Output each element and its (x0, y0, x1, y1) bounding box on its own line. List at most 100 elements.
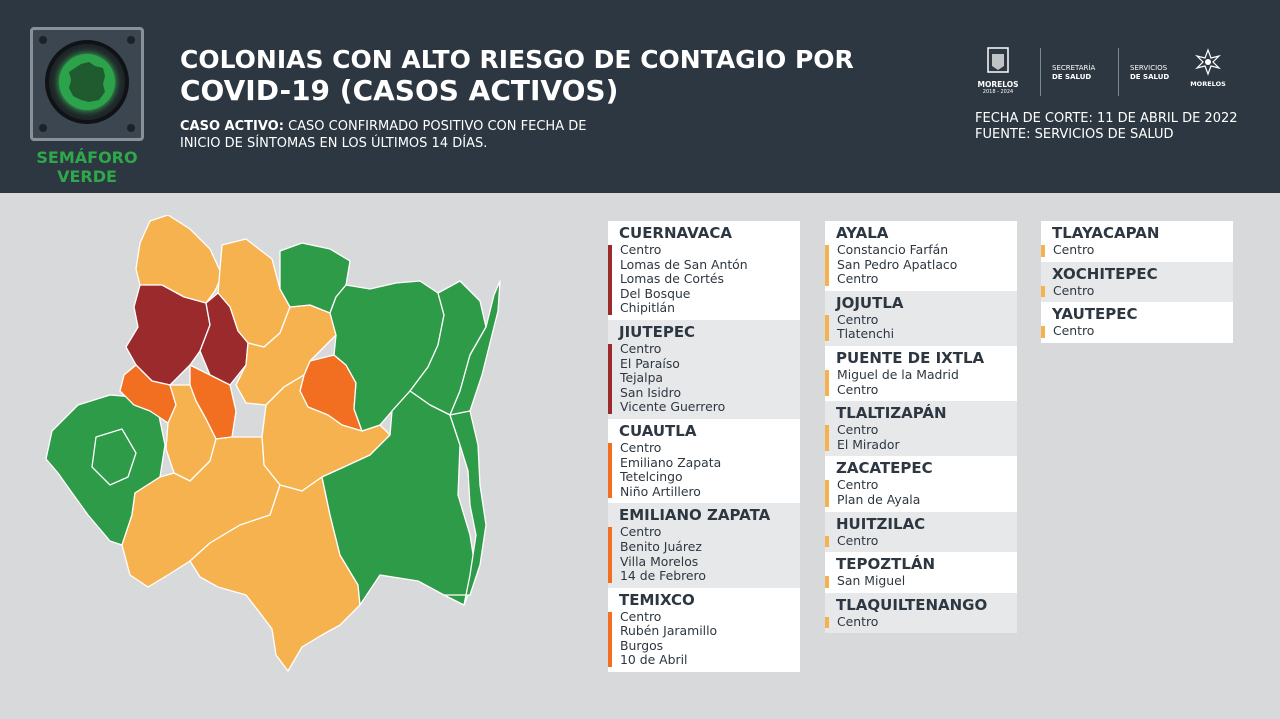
map-region-west-inner (91, 428, 137, 486)
municipality-block: TLAYACAPAN Centro (1041, 221, 1233, 262)
colonia-item: Niño Artillero (620, 483, 701, 499)
colonia-item: El Mirador (837, 436, 900, 452)
colonia-item: Constancio Farfán (837, 242, 949, 257)
risk-color-bar (608, 245, 612, 315)
municipalities-map (45, 214, 501, 672)
municipality-block: TEPOZTLÁN San Miguel (825, 552, 1017, 593)
colonia-item: Plan de Ayala (837, 491, 921, 507)
colonia-item: El Paraíso (620, 355, 680, 371)
screw-icon (127, 36, 135, 44)
map-region-cuernavaca (125, 284, 211, 386)
municipality-block: CUAUTLA Centro Emiliano Zapata Tetelcingo Ni… (608, 418, 800, 504)
colonia-item: Villa Morelos (620, 553, 699, 569)
risk-color-bar (825, 314, 829, 341)
municipality-block: AYALA Constancio Farfán San Pedro Apatlaco… (825, 221, 1017, 291)
colonia-item: Del Bosque (620, 285, 691, 301)
municipality-name: EMILIANO ZAPATA (619, 506, 771, 525)
colonia-item: Burgos (620, 637, 664, 653)
colonia-item: Miguel de la Madrid (837, 366, 959, 382)
colonia-item: Centro (837, 381, 879, 397)
colonia-item: Centro (837, 477, 879, 493)
secretaria-line1: SECRETARÍA (1052, 64, 1096, 72)
municipality-name: AYALA (836, 224, 889, 242)
risk-color-bar (825, 616, 829, 629)
municipality-block: JIUTEPEC Centro El Paraíso Tejalpa San Isidr… (608, 319, 800, 419)
colonia-item: Centro (1053, 242, 1095, 257)
colonia-item: Centro (837, 422, 879, 438)
risk-color-bar (825, 480, 829, 507)
fecha-corte: FECHA DE CORTE: 11 DE ABRIL DE 2022 (975, 111, 1238, 126)
colonia-item: San Pedro Apatlaco (837, 256, 958, 272)
colonia-item: Centro (837, 311, 879, 327)
colonia-item: Centro (837, 613, 879, 629)
colonia-item: Tetelcingo (620, 469, 683, 485)
logo-morelos2-text: MORELOS (1190, 80, 1226, 88)
colonia-item: Centro (620, 340, 662, 356)
risk-color-bar (825, 576, 829, 588)
municipality-name: HUITZILAC (836, 514, 926, 533)
risk-color-bar (1041, 326, 1045, 338)
municipality-block: HUITZILAC Centro (825, 511, 1017, 553)
municipality-name: ZACATEPEC (836, 459, 933, 478)
municipality-name: XOCHITEPEC (1052, 264, 1158, 283)
municipality-name: JOJUTLA (836, 293, 904, 312)
semaforo-label: SEMÁFORO VERDE (24, 148, 150, 186)
header-banner: SEMÁFORO VERDE COLONIAS CON ALTO RIESGO … (0, 0, 1280, 193)
municipality-block: TEMIXCO Centro Rubén Jaramillo Burgos 10 de … (608, 587, 800, 673)
morelos-flower-logo: MORELOS (1188, 46, 1228, 98)
colonia-item: San Miguel (837, 573, 906, 589)
servicios-line2: DE SALUD (1130, 73, 1170, 81)
risk-color-bar (608, 442, 612, 499)
screw-icon (39, 124, 47, 132)
colonia-item: Centro (620, 608, 662, 624)
map-region-south-2 (189, 476, 361, 672)
map-region-south-1 (121, 436, 281, 588)
risk-color-bar (825, 245, 829, 286)
logos-bar: MORELOS 2018 - 2024 SECRETARÍA DE SALUD … (972, 46, 1232, 98)
column-3: TLAYACAPAN Centro XOCHITEPEC Centro YAUTEPEC… (1041, 221, 1233, 343)
column-2: AYALA Constancio Farfán San Pedro Apatlaco… (825, 221, 1017, 634)
risk-color-bar (608, 527, 612, 583)
colonia-item: Centro (837, 532, 879, 548)
secretaria-logo: SECRETARÍA DE SALUD (1052, 64, 1112, 116)
municipality-name: TEMIXCO (619, 590, 695, 609)
colonia-item: Tlatenchi (837, 326, 895, 342)
coat-of-arms-icon (987, 47, 1009, 73)
column-1: CUERNAVACA Centro Lomas de San Antón Lomas … (608, 221, 800, 673)
municipality-name: CUERNAVACA (619, 224, 732, 242)
colonia-item: Tejalpa (620, 370, 664, 386)
semaforo-line1: SEMÁFORO (36, 148, 138, 167)
definition-text: CASO ACTIVO: CASO CONFIRMADO POSITIVO CO… (180, 118, 700, 152)
municipality-name: TLAQUILTENANGO (836, 595, 988, 614)
date-source: FECHA DE CORTE: 11 DE ABRIL DE 2022 FUEN… (975, 111, 1238, 143)
risk-color-bar (1041, 285, 1045, 298)
colonia-item: Rubén Jaramillo (620, 623, 718, 639)
municipality-name: YAUTEPEC (1052, 305, 1138, 324)
colonia-item: Vicente Guerrero (620, 399, 726, 415)
map-region-southeast (321, 390, 477, 606)
municipality-block: JOJUTLA Centro Tlatenchi (825, 290, 1017, 346)
servicios-line1: SERVICIOS (1130, 64, 1168, 72)
colonia-item: San Isidro (620, 384, 682, 400)
logo-years-text: 2018 - 2024 (982, 89, 1014, 95)
colonia-item: 14 de Febrero (620, 568, 706, 584)
map-region-temixco (119, 364, 177, 424)
municipality-block: CUERNAVACA Centro Lomas de San Antón Lomas … (608, 221, 800, 320)
municipality-block: PUENTE DE IXTLA Miguel de la Madrid Centro (825, 345, 1017, 402)
municipality-name: JIUTEPEC (619, 322, 696, 341)
secretaria-line2: DE SALUD (1052, 73, 1092, 81)
morelos-logo: MORELOS 2018 - 2024 (972, 46, 1024, 98)
municipality-block: ZACATEPEC Centro Plan de Ayala (825, 456, 1017, 512)
colonia-item: Centro (837, 271, 879, 287)
screw-icon (39, 36, 47, 44)
municipality-block: YAUTEPEC Centro (1041, 302, 1233, 343)
municipality-name: TLALTIZAPÁN (836, 404, 947, 423)
risk-color-bar (825, 369, 829, 397)
risk-color-bar (608, 343, 612, 414)
municipality-name: TLAYACAPAN (1052, 224, 1160, 242)
risk-color-bar (608, 611, 612, 668)
semaforo-line2: VERDE (57, 167, 117, 186)
municipality-name: CUAUTLA (619, 421, 697, 440)
colonia-item: Benito Juárez (620, 538, 702, 554)
colonia-item: Lomas de San Antón (620, 256, 748, 272)
